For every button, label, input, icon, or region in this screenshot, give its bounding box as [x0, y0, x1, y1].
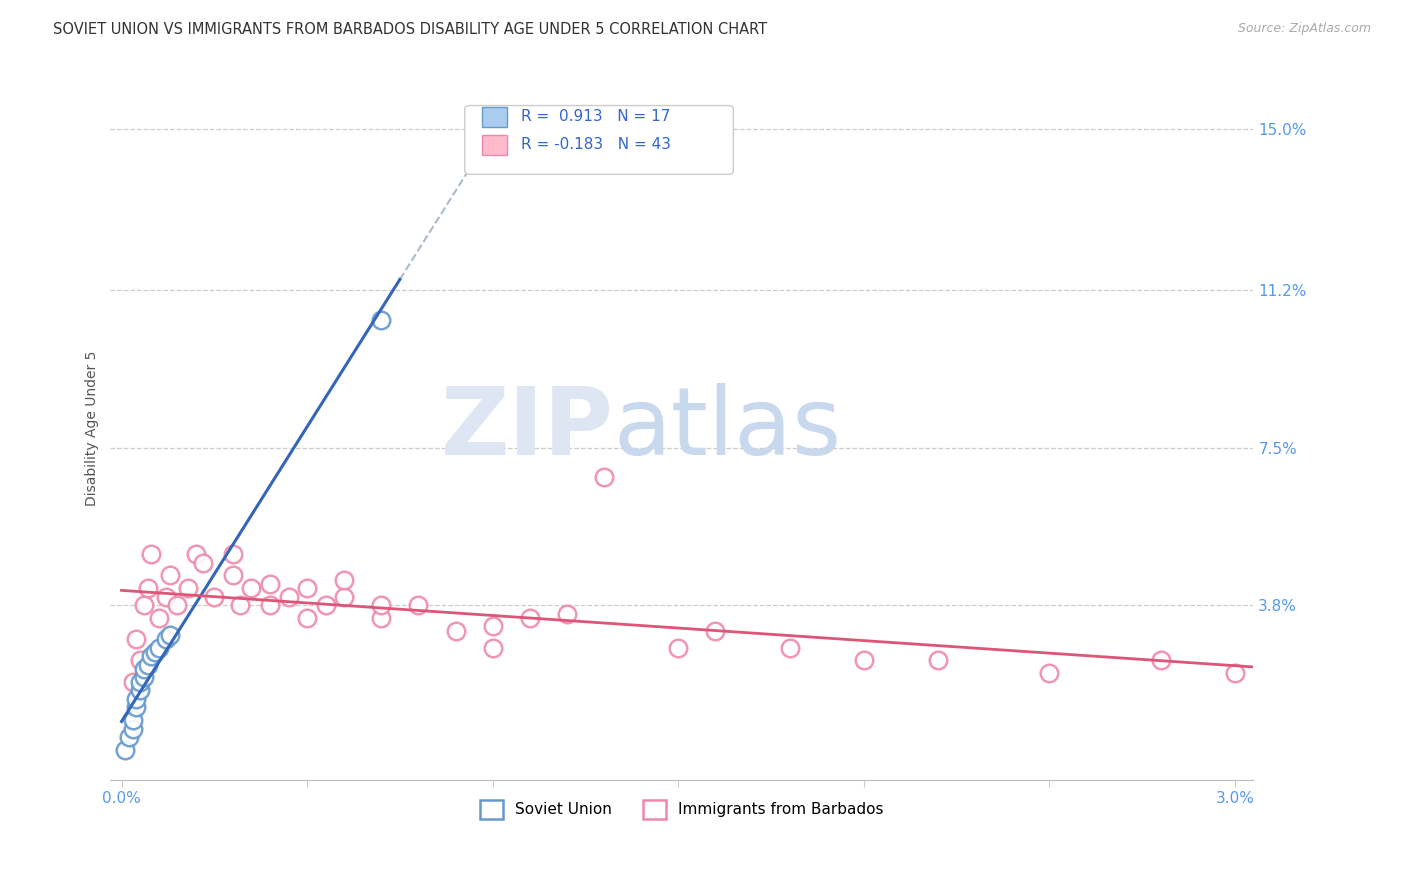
Point — [118, 730, 141, 744]
Point — [315, 598, 337, 612]
Point — [333, 590, 356, 604]
Text: atlas: atlas — [613, 383, 842, 475]
Y-axis label: Disability Age Under 5: Disability Age Under 5 — [86, 351, 100, 507]
Point — [1223, 666, 1246, 681]
Point — [277, 590, 299, 604]
Point — [132, 662, 155, 676]
Text: R = -0.183   N = 43: R = -0.183 N = 43 — [520, 137, 671, 153]
Point — [704, 624, 727, 638]
Point — [166, 598, 188, 612]
Point — [259, 577, 281, 591]
Point — [408, 598, 430, 612]
Point — [259, 598, 281, 612]
Point — [481, 619, 503, 633]
Point — [121, 713, 143, 727]
Point — [132, 670, 155, 684]
Point — [159, 628, 181, 642]
Point — [229, 598, 252, 612]
Point — [155, 632, 177, 647]
Point — [333, 573, 356, 587]
Point — [143, 645, 166, 659]
Legend: Soviet Union, Immigrants from Barbados: Soviet Union, Immigrants from Barbados — [474, 794, 890, 824]
Text: Source: ZipAtlas.com: Source: ZipAtlas.com — [1237, 22, 1371, 36]
Text: ZIP: ZIP — [440, 383, 613, 475]
Text: R =  0.913   N = 17: R = 0.913 N = 17 — [520, 109, 671, 124]
Point — [148, 640, 170, 655]
Point — [481, 640, 503, 655]
Point — [593, 470, 616, 484]
Point — [136, 657, 159, 672]
Point — [1038, 666, 1060, 681]
Point — [852, 653, 875, 667]
Point — [141, 649, 163, 664]
Point — [148, 611, 170, 625]
Point — [666, 640, 689, 655]
Point — [444, 624, 467, 638]
Point — [177, 581, 200, 595]
Point — [141, 547, 163, 561]
Point — [125, 700, 148, 714]
Point — [240, 581, 263, 595]
Point — [155, 590, 177, 604]
Point — [519, 611, 541, 625]
Point — [114, 743, 136, 757]
Point — [136, 581, 159, 595]
Point — [159, 568, 181, 582]
Point — [927, 653, 949, 667]
Point — [193, 556, 215, 570]
Point — [129, 674, 152, 689]
Point — [125, 691, 148, 706]
Point — [129, 683, 152, 698]
Point — [370, 313, 392, 327]
Point — [222, 547, 245, 561]
Point — [184, 547, 207, 561]
Point — [370, 598, 392, 612]
Point — [121, 722, 143, 736]
Point — [295, 611, 318, 625]
FancyBboxPatch shape — [465, 105, 734, 174]
Point — [779, 640, 801, 655]
Point — [202, 590, 225, 604]
Point — [370, 611, 392, 625]
FancyBboxPatch shape — [482, 106, 508, 127]
Point — [222, 568, 245, 582]
Point — [132, 598, 155, 612]
Point — [555, 607, 578, 621]
Point — [121, 674, 143, 689]
Text: SOVIET UNION VS IMMIGRANTS FROM BARBADOS DISABILITY AGE UNDER 5 CORRELATION CHAR: SOVIET UNION VS IMMIGRANTS FROM BARBADOS… — [53, 22, 768, 37]
Point — [129, 653, 152, 667]
Point — [125, 632, 148, 647]
FancyBboxPatch shape — [482, 135, 508, 154]
Point — [295, 581, 318, 595]
Point — [1149, 653, 1171, 667]
